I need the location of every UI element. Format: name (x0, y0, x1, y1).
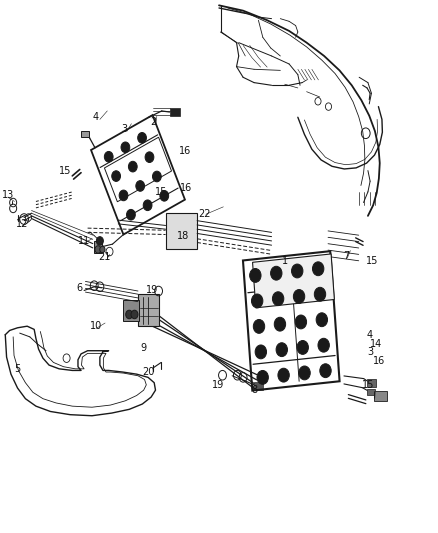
Text: 15: 15 (59, 166, 71, 175)
Circle shape (145, 152, 154, 163)
Text: 14: 14 (370, 339, 382, 349)
Circle shape (299, 366, 310, 380)
Text: 10: 10 (90, 321, 102, 331)
Circle shape (112, 171, 120, 181)
Circle shape (272, 292, 284, 305)
Circle shape (121, 142, 130, 152)
Circle shape (312, 262, 324, 276)
Text: 18: 18 (177, 231, 189, 240)
Circle shape (152, 171, 161, 182)
Text: 16: 16 (179, 147, 191, 156)
Text: 2: 2 (150, 117, 156, 126)
Text: 16: 16 (180, 183, 192, 192)
Circle shape (271, 266, 282, 280)
Text: 5: 5 (14, 364, 21, 374)
Text: 11: 11 (78, 236, 90, 246)
Text: 4: 4 (92, 112, 99, 122)
Text: 19: 19 (212, 380, 224, 390)
Text: 20: 20 (143, 367, 155, 377)
Circle shape (276, 343, 287, 357)
Bar (254, 382, 263, 390)
Text: 3: 3 (122, 124, 128, 134)
Circle shape (95, 246, 101, 253)
Text: 16: 16 (373, 357, 385, 366)
Circle shape (274, 317, 286, 331)
Bar (367, 379, 376, 386)
Circle shape (293, 289, 305, 303)
Bar (81, 131, 89, 137)
Circle shape (104, 151, 113, 162)
Circle shape (278, 368, 290, 382)
Bar (123, 300, 139, 321)
Circle shape (318, 338, 329, 352)
Text: 9: 9 (141, 343, 147, 352)
Circle shape (255, 345, 267, 359)
Circle shape (96, 237, 103, 245)
Circle shape (314, 287, 326, 301)
Circle shape (295, 315, 307, 329)
Text: 15: 15 (155, 187, 167, 197)
Circle shape (320, 364, 331, 377)
Bar (166, 213, 197, 249)
Circle shape (251, 294, 263, 308)
Text: 15: 15 (362, 380, 374, 390)
Circle shape (250, 269, 261, 282)
Circle shape (292, 264, 303, 278)
Bar (374, 391, 387, 401)
Circle shape (119, 190, 128, 201)
Circle shape (131, 310, 138, 319)
Text: 21: 21 (98, 252, 110, 262)
Circle shape (297, 341, 308, 354)
Circle shape (138, 133, 146, 143)
Text: 4: 4 (367, 330, 373, 340)
Bar (367, 389, 375, 395)
Text: 6: 6 (77, 283, 83, 293)
Bar (170, 108, 180, 116)
Text: 1: 1 (282, 256, 288, 266)
Circle shape (257, 370, 268, 384)
Text: 8: 8 (252, 385, 258, 395)
Bar (138, 294, 159, 326)
Circle shape (160, 190, 169, 201)
Text: 22: 22 (199, 209, 211, 219)
Circle shape (127, 209, 135, 220)
Circle shape (143, 200, 152, 211)
Circle shape (316, 313, 328, 327)
Circle shape (126, 310, 133, 319)
Circle shape (128, 161, 137, 172)
Text: 19: 19 (146, 286, 159, 295)
Circle shape (253, 319, 265, 333)
Text: 7: 7 (343, 251, 349, 261)
Text: 13: 13 (2, 190, 14, 199)
Bar (94, 241, 102, 253)
Circle shape (100, 246, 105, 253)
Text: 15: 15 (366, 256, 378, 266)
Polygon shape (253, 254, 334, 308)
Text: 3: 3 (367, 347, 373, 357)
Circle shape (136, 181, 145, 191)
Text: 12: 12 (16, 219, 28, 229)
